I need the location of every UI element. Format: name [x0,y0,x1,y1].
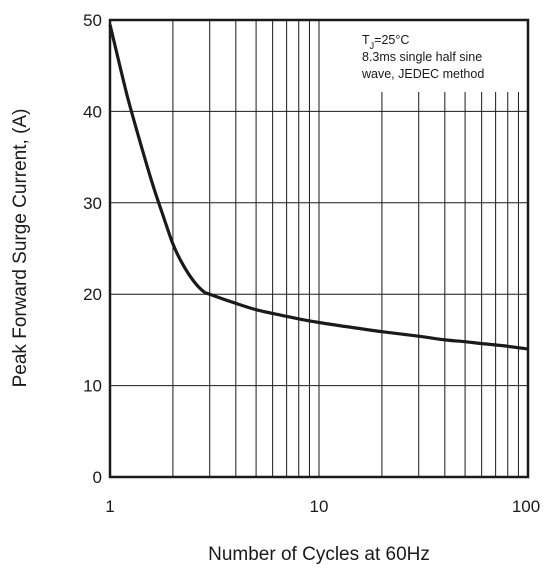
y-tick-label: 20 [83,285,102,304]
y-tick-label: 10 [83,377,102,396]
surge-current-curve [108,24,529,351]
annotation-background [356,24,524,90]
y-tick-label: 30 [83,194,102,213]
annotation-line-3: wave, JEDEC method [361,67,484,81]
annotation-line-2: 8.3ms single half sine [362,50,482,64]
annotation-line-1: TJ=25°C [362,33,409,51]
x-tick-label: 10 [310,497,329,516]
y-tick-label: 40 [83,102,102,121]
y-tick-labels: 0 10 20 30 40 50 [83,11,102,487]
y-tick-label: 0 [93,468,102,487]
x-tick-label: 1 [105,497,114,516]
y-tick-label: 50 [83,11,102,30]
y-axis-title: Peak Forward Surge Current, (A) [10,109,31,388]
series-layer [108,24,529,351]
x-tick-label: 100 [512,497,540,516]
plot-frame [108,18,530,479]
x-axis-title: Number of Cycles at 60Hz [208,544,430,565]
grid-lines [110,20,528,477]
x-tick-labels: 1 10 100 [105,497,540,516]
conditions-annotation: TJ=25°C 8.3ms single half sine wave, JED… [356,24,524,90]
